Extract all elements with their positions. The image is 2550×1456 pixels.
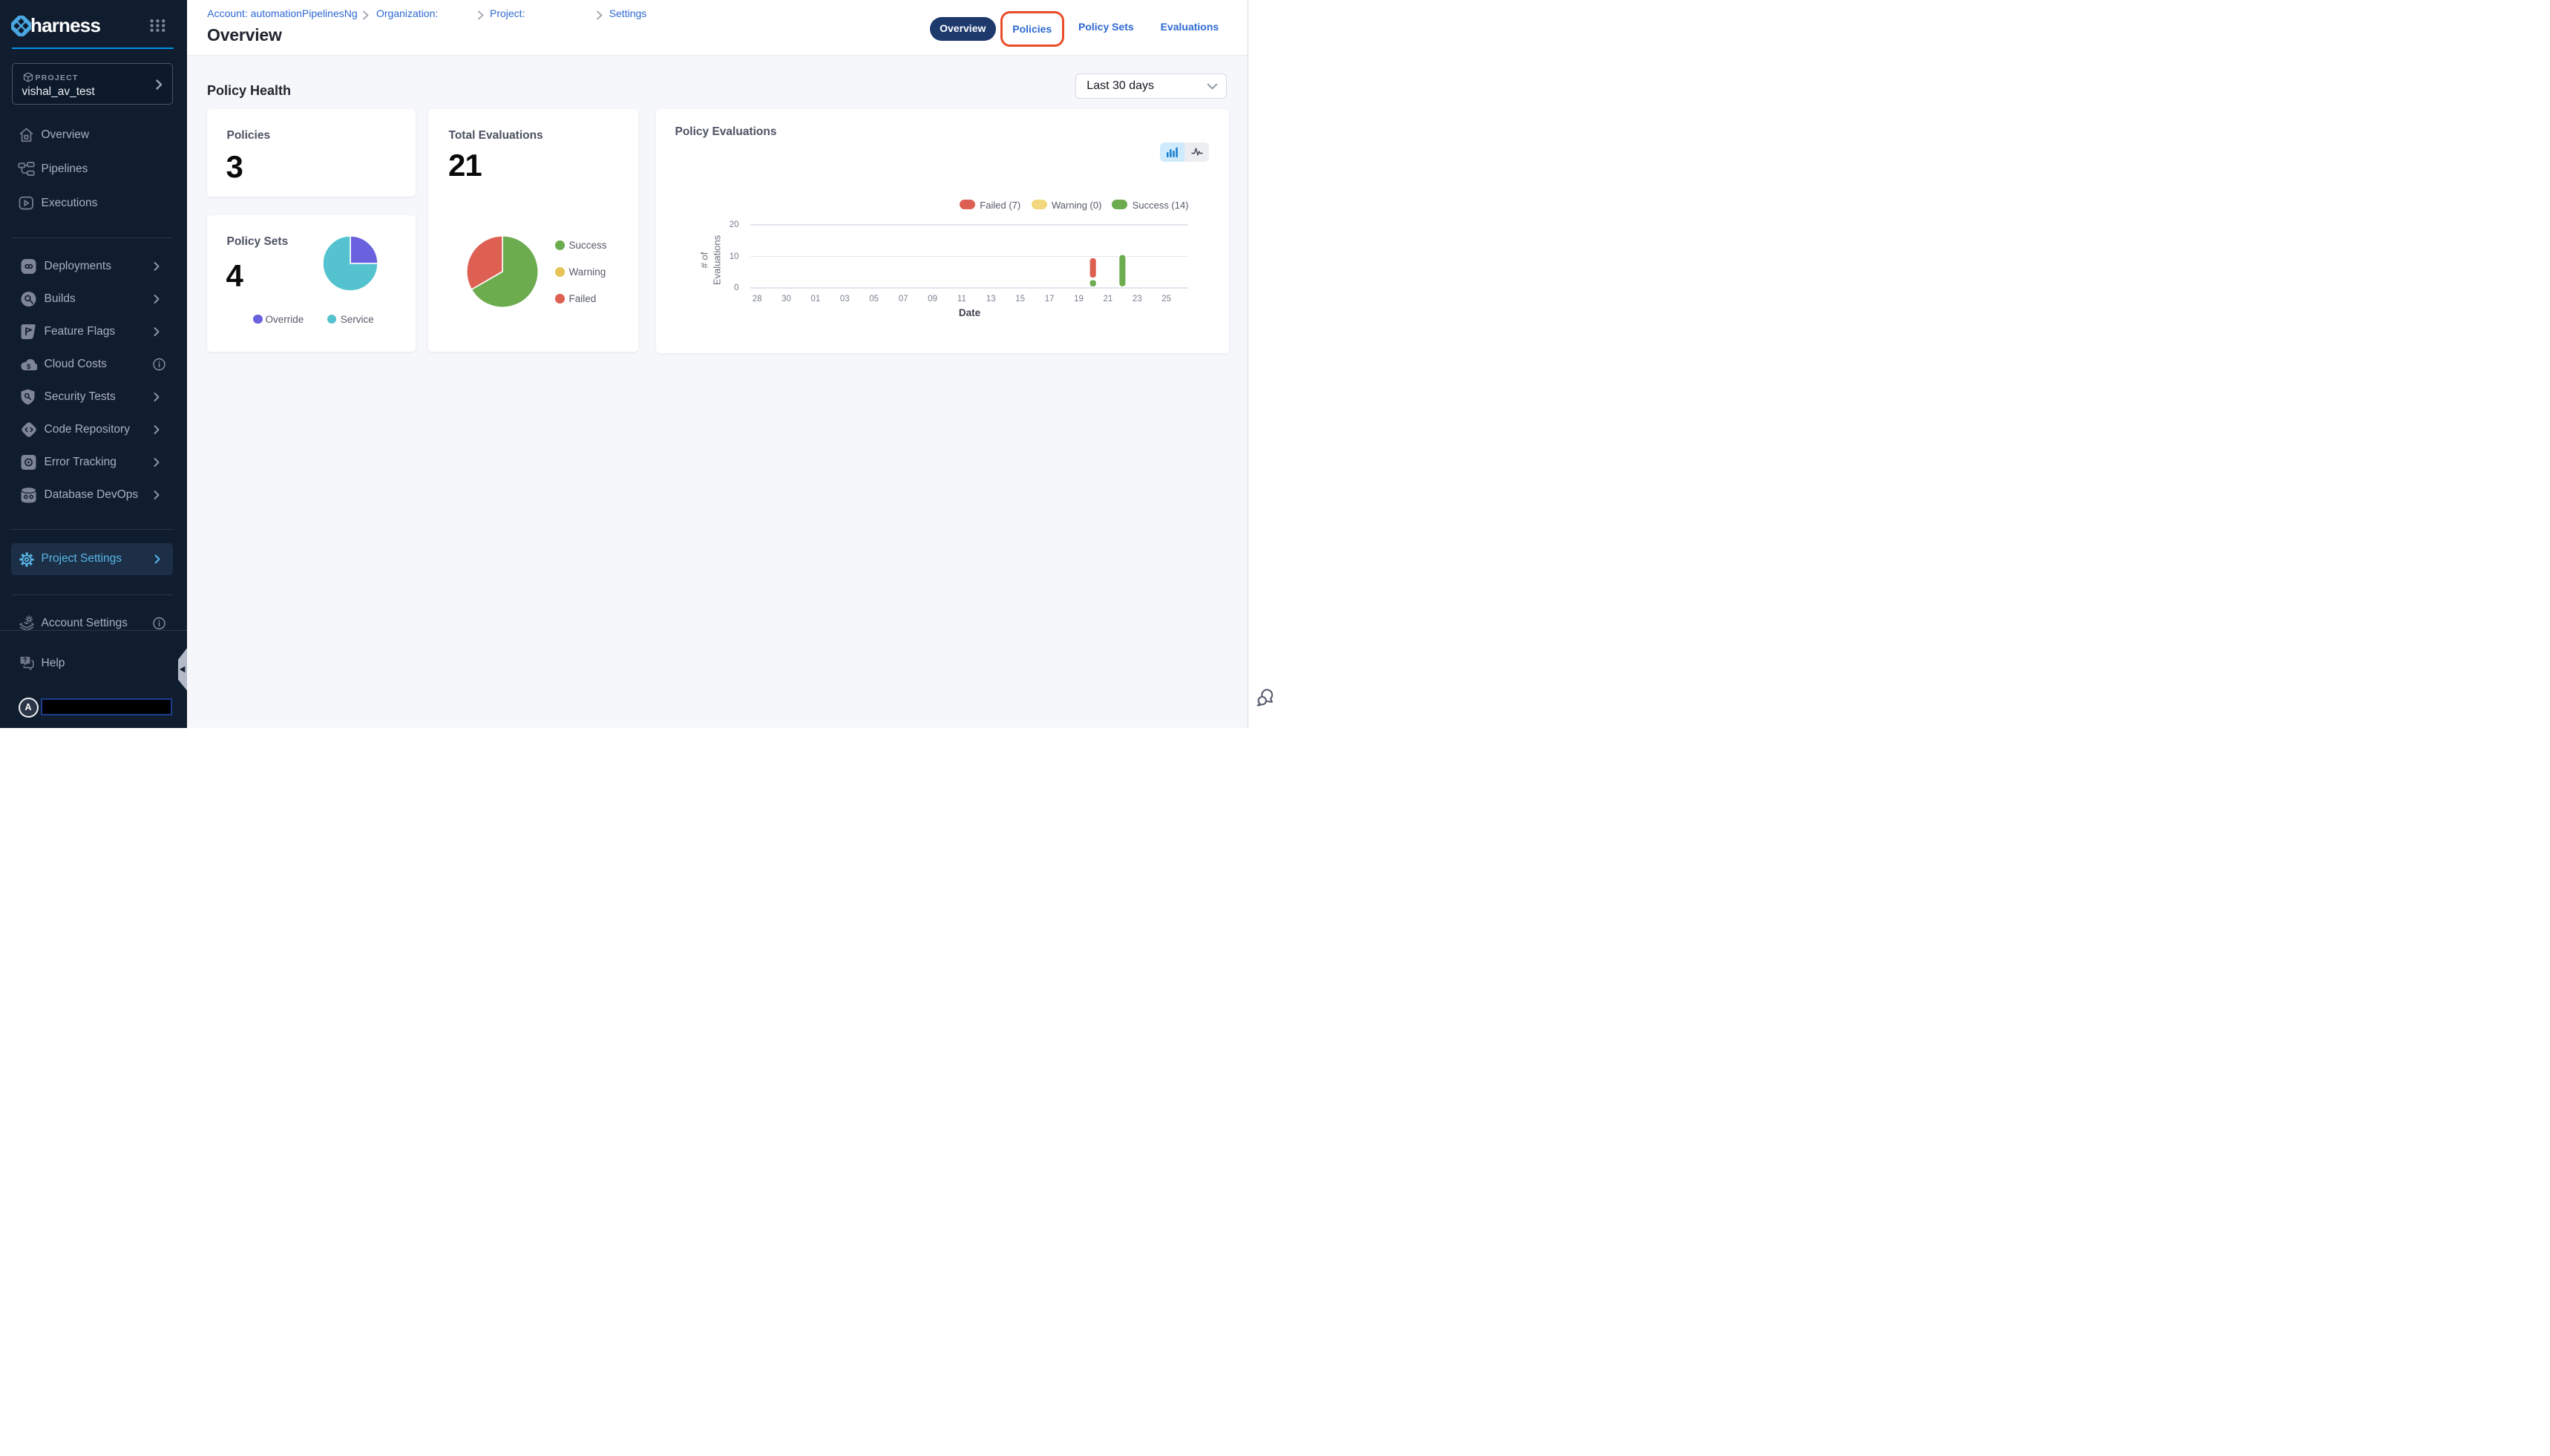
svg-text:$: $ (27, 363, 31, 371)
